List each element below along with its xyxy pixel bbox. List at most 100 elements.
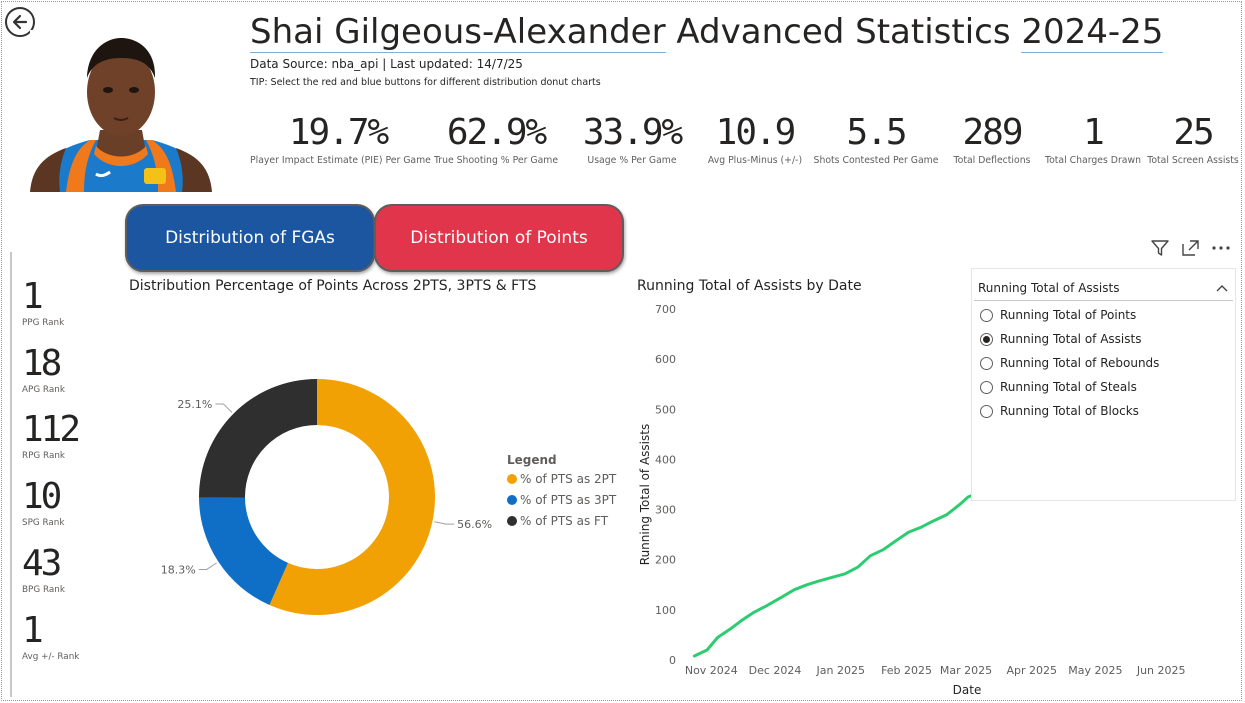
label-leader-line: [434, 521, 455, 525]
slicer-option-assists[interactable]: Running Total of Assists: [972, 327, 1235, 351]
rank-value: 43: [22, 543, 62, 584]
slicer-option-points[interactable]: Running Total of Points: [972, 303, 1235, 327]
legend-label: % of PTS as FT: [520, 514, 609, 528]
title-middle: Advanced Statistics: [676, 12, 1011, 52]
kpi-screen-assists: 25 Total Screen Assists: [1146, 112, 1240, 166]
label-leader-line: [215, 403, 233, 413]
option-label: Running Total of Rebounds: [1000, 356, 1160, 370]
rank-label: SPG Rank: [22, 518, 65, 528]
kpi-value: 1: [1083, 112, 1105, 153]
rank-value: 1: [22, 610, 44, 651]
back-button[interactable]: [5, 7, 35, 37]
donut-slice[interactable]: [269, 379, 436, 615]
slicer-option-rebounds[interactable]: Running Total of Rebounds: [972, 351, 1235, 375]
metric-slicer: Running Total of Assists Running Total o…: [971, 268, 1236, 501]
more-options-icon[interactable]: [1210, 239, 1232, 257]
radio-button[interactable]: [980, 356, 993, 370]
legend-item-3pt[interactable]: % of PTS as 3PT: [507, 493, 616, 507]
y-axis-title: Running Total of Assists: [638, 424, 652, 565]
rank-spg: 10 SPG Rank: [22, 476, 65, 529]
label-leader-line: [198, 562, 217, 570]
distribution-fga-button[interactable]: Distribution of FGAs: [125, 204, 375, 272]
donut-data-label: 25.1%: [177, 398, 212, 411]
radio-button[interactable]: [980, 308, 993, 322]
donut-slice[interactable]: [199, 497, 288, 605]
legend-label: % of PTS as 2PT: [520, 472, 617, 486]
x-tick-label: Feb 2025: [881, 664, 932, 677]
line-chart-title: Running Total of Assists by Date: [637, 278, 862, 294]
donut-chart-title: Distribution Percentage of Points Across…: [129, 278, 537, 294]
radio-button[interactable]: [980, 404, 993, 418]
x-tick-label: Jan 2025: [816, 664, 865, 677]
data-source-text: Data Source: nba_api | Last updated: 14/…: [250, 57, 523, 71]
donut-legend: Legend % of PTS as 2PT % of PTS as 3PT %…: [507, 453, 616, 535]
y-tick-label: 100: [655, 604, 676, 617]
x-axis-title: Date: [953, 683, 982, 697]
kpi-value: 10.9: [715, 112, 797, 153]
x-tick-label: Mar 2025: [940, 664, 992, 677]
y-tick-label: 700: [655, 303, 676, 316]
distribution-points-button[interactable]: Distribution of Points: [374, 204, 624, 272]
kpi-value: 25: [1173, 112, 1214, 153]
kpi-usage: 33.9% Usage % Per Game: [572, 112, 692, 166]
legend-title: Legend: [507, 453, 557, 467]
x-tick-label: Jun 2025: [1136, 664, 1186, 677]
rank-label: BPG Rank: [22, 585, 65, 595]
radio-button-selected[interactable]: [980, 332, 993, 346]
title-season: 2024-25: [1021, 12, 1164, 53]
kpi-charges-drawn: 1 Total Charges Drawn: [1044, 112, 1142, 166]
rank-ppg: 1 PPG Rank: [22, 276, 65, 329]
kpi-label: Total Charges Drawn: [1044, 155, 1141, 166]
y-tick-label: 0: [669, 654, 676, 667]
rank-label: APG Rank: [22, 385, 65, 395]
rank-label: PPG Rank: [22, 318, 65, 328]
y-tick-label: 300: [655, 504, 676, 517]
legend-label: % of PTS as 3PT: [520, 493, 617, 507]
option-label: Running Total of Points: [1000, 308, 1137, 322]
series-line[interactable]: [692, 479, 998, 658]
kpi-shots-contested: 5.5 Shots Contested Per Game: [812, 112, 940, 166]
legend-dot-icon: [507, 516, 517, 526]
slicer-option-steals[interactable]: Running Total of Steals: [972, 375, 1235, 399]
slicer-dropdown[interactable]: Running Total of Assists: [974, 275, 1233, 301]
kpi-pie: 19.7% Player Impact Estimate (PIE) Per G…: [250, 112, 431, 166]
focus-mode-icon[interactable]: [1180, 239, 1200, 257]
title-player-name: Shai Gilgeous-Alexander: [250, 12, 666, 53]
legend-dot-icon: [507, 495, 517, 505]
rank-value: 10: [22, 476, 62, 517]
kpi-label: Total Deflections: [953, 155, 1031, 166]
rank-label: RPG Rank: [22, 451, 66, 461]
kpi-label: Usage % Per Game: [587, 155, 677, 166]
kpi-value: 19.7%: [288, 112, 389, 153]
kpi-value: 62.9%: [446, 112, 547, 153]
x-tick-label: Nov 2024: [685, 664, 738, 677]
legend-item-2pt[interactable]: % of PTS as 2PT: [507, 472, 616, 486]
slicer-option-blocks[interactable]: Running Total of Blocks: [972, 399, 1235, 423]
y-tick-label: 600: [655, 353, 676, 366]
kpi-deflections: 289 Total Deflections: [946, 112, 1038, 166]
rank-apg: 18 APG Rank: [22, 343, 65, 396]
legend-dot-icon: [507, 474, 517, 484]
kpi-true-shooting: 62.9% True Shooting % Per Game: [432, 112, 560, 166]
legend-item-ft[interactable]: % of PTS as FT: [507, 514, 616, 528]
x-tick-label: Apr 2025: [1006, 664, 1057, 677]
kpi-label: Avg Plus-Minus (+/-): [707, 155, 803, 166]
filter-icon[interactable]: [1150, 239, 1170, 257]
radio-button[interactable]: [980, 380, 993, 394]
option-label: Running Total of Assists: [1000, 332, 1142, 346]
option-label: Running Total of Blocks: [1000, 404, 1139, 418]
kpi-label: Shots Contested Per Game: [813, 155, 939, 166]
y-tick-label: 400: [655, 453, 676, 466]
kpi-label: Player Impact Estimate (PIE) Per Game: [250, 155, 431, 166]
option-label: Running Total of Steals: [1000, 380, 1137, 394]
donut-slice[interactable]: [199, 379, 317, 498]
kpi-value: 289: [962, 112, 1023, 153]
y-tick-label: 200: [655, 554, 676, 567]
donut-chart: 56.6% 18.3% 25.1%: [161, 379, 492, 615]
visual-header: [1150, 239, 1232, 257]
rank-plus-minus: 1 Avg +/- Rank: [22, 610, 79, 663]
player-photo: [30, 30, 212, 192]
rank-value: 1: [22, 276, 44, 317]
rank-value: 18: [22, 343, 62, 384]
